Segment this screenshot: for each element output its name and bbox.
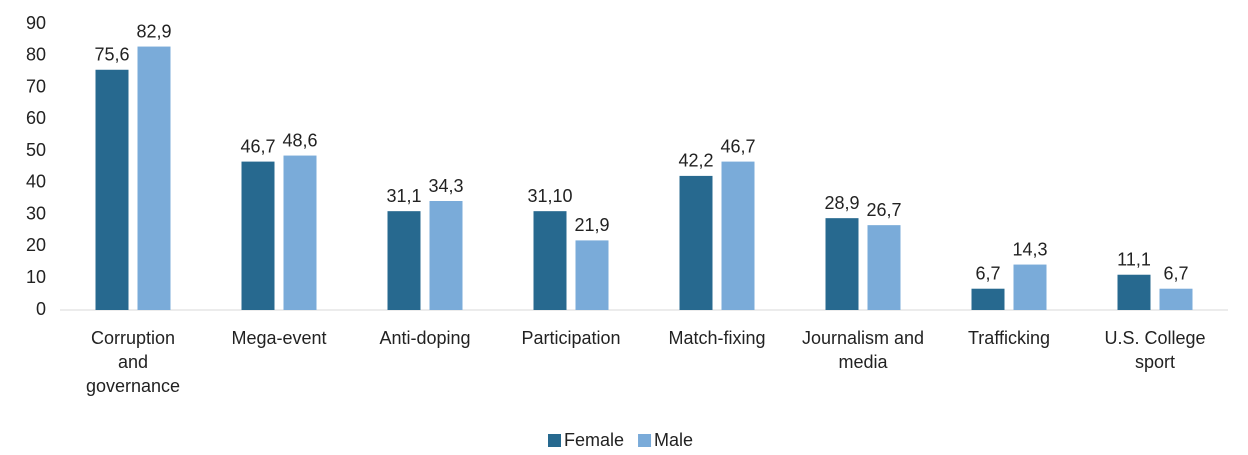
data-label: 31,10 — [527, 186, 572, 206]
x-tick-label: Trafficking — [967, 328, 1051, 348]
y-tick-label: 40 — [26, 172, 46, 192]
data-label: 26,7 — [866, 200, 901, 220]
y-tick-label: 20 — [26, 235, 46, 255]
y-tick-label: 60 — [26, 108, 46, 128]
bar — [137, 46, 171, 310]
bar — [971, 288, 1005, 310]
data-label: 21,9 — [574, 215, 609, 235]
legend-label: Female — [564, 430, 624, 450]
legend-swatch — [638, 434, 652, 447]
data-label: 31,1 — [386, 186, 421, 206]
x-tick-label: Anti-doping — [379, 328, 471, 348]
y-tick-label: 90 — [26, 13, 46, 33]
bar — [533, 211, 567, 310]
bar — [575, 240, 609, 310]
x-tick-label: Mega-event — [231, 328, 327, 348]
x-tick-label: Participation — [521, 328, 621, 348]
bar — [1117, 274, 1151, 310]
data-label: 82,9 — [136, 21, 171, 41]
bar — [679, 175, 713, 310]
bar — [825, 218, 859, 310]
data-label: 6,7 — [1163, 263, 1188, 283]
x-tick-label: Corruption and governance — [85, 328, 181, 396]
bar — [95, 69, 129, 310]
y-tick-label: 30 — [26, 203, 46, 223]
bar — [429, 201, 463, 310]
data-label: 75,6 — [94, 45, 129, 65]
bar — [721, 161, 755, 310]
data-label: 28,9 — [824, 193, 859, 213]
data-label: 48,6 — [282, 130, 317, 150]
data-label: 46,7 — [240, 136, 275, 156]
data-label: 6,7 — [975, 263, 1000, 283]
legend-label: Male — [654, 430, 693, 450]
x-tick-label: U.S. College sport — [1104, 328, 1206, 372]
data-label: 11,1 — [1117, 249, 1151, 269]
bar — [241, 161, 275, 310]
y-tick-label: 10 — [26, 267, 46, 287]
y-tick-label: 70 — [26, 76, 46, 96]
data-label: 42,2 — [678, 151, 713, 171]
x-tick-label: Journalism and media — [801, 328, 925, 372]
y-tick-label: 0 — [36, 299, 46, 319]
data-label: 46,7 — [720, 136, 755, 156]
data-label: 14,3 — [1012, 239, 1047, 259]
bar — [283, 155, 317, 310]
x-tick-label: Match-fixing — [668, 328, 766, 348]
bar — [1159, 288, 1193, 310]
bar — [867, 225, 901, 310]
legend-swatch — [548, 434, 561, 447]
y-tick-label: 50 — [26, 140, 46, 160]
y-tick-label: 80 — [26, 45, 46, 65]
bar — [1013, 264, 1047, 310]
bar — [387, 211, 421, 310]
data-label: 34,3 — [428, 176, 463, 196]
